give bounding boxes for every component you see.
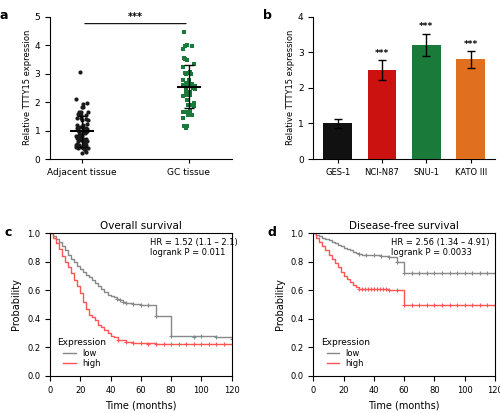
Point — [188, 112, 196, 119]
Point — [82, 149, 90, 155]
Point — [78, 122, 86, 129]
Point — [80, 141, 88, 147]
Point — [182, 92, 190, 98]
Point — [182, 80, 190, 86]
Point — [74, 144, 82, 150]
Point — [73, 125, 81, 131]
Point — [190, 61, 198, 68]
Point — [180, 55, 188, 61]
Point — [76, 134, 84, 141]
Point — [82, 141, 90, 148]
Point — [78, 136, 86, 143]
Point — [179, 45, 187, 52]
Point — [72, 143, 80, 150]
Point — [72, 133, 80, 139]
Point — [182, 71, 190, 77]
Y-axis label: Probability: Probability — [12, 279, 22, 330]
Point — [84, 145, 92, 151]
Point — [186, 92, 194, 98]
Point — [184, 101, 192, 108]
X-axis label: Time (months): Time (months) — [368, 400, 440, 410]
Point — [182, 125, 190, 131]
Point — [74, 135, 82, 142]
Title: Overall survival: Overall survival — [100, 221, 182, 231]
Bar — [324, 123, 352, 159]
Point — [186, 107, 194, 114]
Point — [182, 88, 190, 94]
Point — [76, 112, 84, 118]
Text: b: b — [262, 9, 272, 22]
Point — [183, 81, 191, 88]
Point — [76, 132, 84, 139]
Point — [72, 142, 80, 149]
Bar — [368, 70, 396, 159]
Point — [78, 104, 86, 110]
Point — [74, 138, 82, 144]
Point — [76, 133, 84, 140]
Legend: low, high: low, high — [318, 335, 373, 372]
Point — [180, 77, 188, 83]
Point — [76, 124, 84, 131]
Point — [74, 126, 82, 133]
Point — [182, 43, 190, 49]
Point — [76, 142, 84, 149]
Point — [81, 138, 89, 145]
Point — [180, 82, 188, 88]
Point — [78, 114, 86, 121]
Point — [183, 97, 191, 104]
Point — [179, 64, 187, 70]
Text: HR = 2.56 (1.34 – 4.91)
logrank P = 0.0033: HR = 2.56 (1.34 – 4.91) logrank P = 0.00… — [392, 237, 490, 257]
Point — [184, 112, 192, 119]
Point — [79, 104, 87, 111]
Point — [80, 135, 88, 142]
Text: a: a — [0, 9, 8, 22]
Point — [74, 145, 82, 151]
Point — [83, 100, 91, 106]
Point — [182, 92, 190, 98]
Point — [182, 86, 190, 93]
Point — [188, 81, 196, 88]
Point — [180, 70, 188, 77]
Point — [190, 102, 198, 109]
Point — [182, 123, 190, 130]
Point — [186, 81, 194, 88]
Legend: low, high: low, high — [54, 335, 110, 372]
Point — [190, 85, 198, 92]
Y-axis label: Relative TTTY15 expression: Relative TTTY15 expression — [286, 30, 295, 145]
Point — [76, 69, 84, 76]
Point — [82, 125, 90, 132]
Point — [82, 127, 90, 134]
Point — [188, 42, 196, 49]
Point — [84, 138, 92, 144]
Point — [81, 139, 89, 146]
Point — [179, 109, 187, 116]
Point — [76, 109, 84, 115]
Point — [78, 133, 86, 140]
Point — [179, 93, 187, 99]
Y-axis label: Relative TTTY15 expression: Relative TTTY15 expression — [22, 30, 32, 145]
Point — [191, 85, 199, 92]
Point — [185, 82, 193, 88]
Point — [80, 125, 88, 131]
Point — [84, 109, 92, 116]
Point — [73, 141, 81, 148]
X-axis label: Time (months): Time (months) — [105, 400, 176, 410]
Point — [78, 150, 86, 156]
Point — [84, 116, 92, 123]
Bar — [456, 59, 485, 159]
Point — [82, 129, 90, 135]
Point — [184, 79, 192, 86]
Point — [185, 91, 193, 97]
Point — [72, 95, 80, 102]
Point — [80, 101, 88, 107]
Point — [78, 129, 86, 136]
Point — [188, 83, 196, 90]
Point — [180, 29, 188, 36]
Point — [190, 99, 198, 106]
Point — [188, 101, 196, 108]
Point — [80, 145, 88, 152]
Point — [73, 115, 81, 121]
Point — [77, 134, 85, 141]
Text: ***: *** — [419, 22, 434, 31]
Text: ***: *** — [128, 12, 143, 22]
